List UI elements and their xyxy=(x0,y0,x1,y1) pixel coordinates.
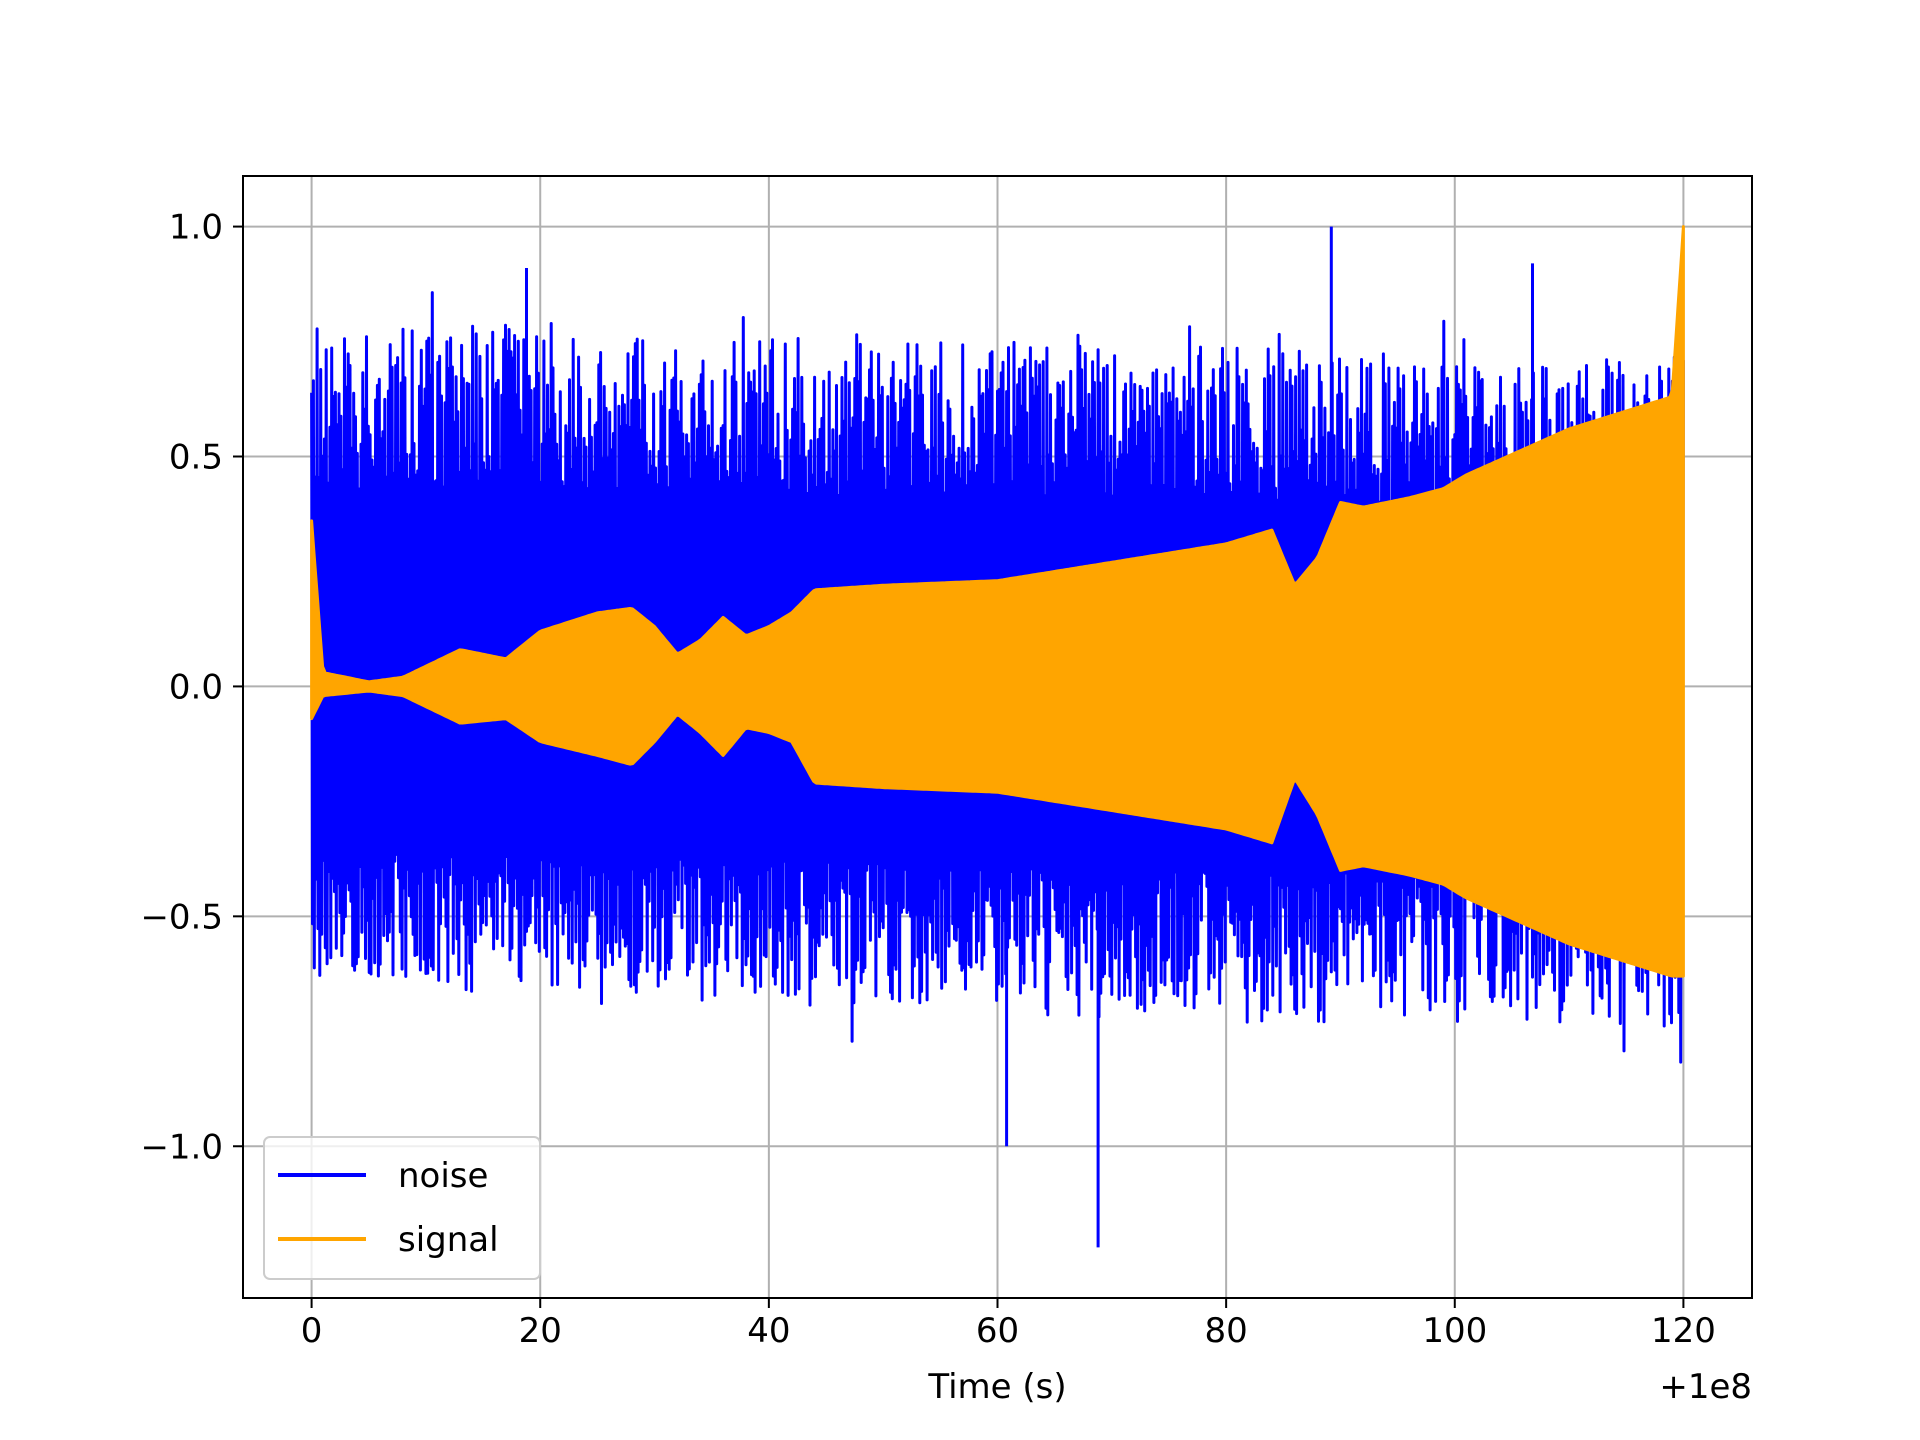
y-tick-label: −1.0 xyxy=(140,1127,223,1167)
x-tick-label: 0 xyxy=(301,1311,323,1351)
series-signal xyxy=(310,225,1685,978)
y-tick-label: 0.5 xyxy=(169,438,223,478)
legend-entry-signal: signal xyxy=(398,1220,499,1260)
x-tick-label: 80 xyxy=(1205,1311,1248,1351)
legend: noise signal xyxy=(263,1136,541,1280)
x-axis-offset-label: +1e8 xyxy=(1659,1367,1752,1407)
axis-ticks: 0 20 40 60 80 100 120 −1.0 −0.5 0.0 0.5 1.0 xyxy=(140,208,1715,1351)
y-tick-label: 1.0 xyxy=(169,208,223,248)
series-noise xyxy=(310,226,1685,1248)
x-axis-label: Time (s) xyxy=(927,1367,1066,1407)
x-tick-label: 40 xyxy=(747,1311,790,1351)
legend-entry-noise: noise xyxy=(398,1156,488,1196)
x-tick-label: 100 xyxy=(1422,1311,1487,1351)
x-tick-label: 120 xyxy=(1651,1311,1716,1351)
y-tick-label: 0.0 xyxy=(169,667,223,707)
x-tick-label: 20 xyxy=(519,1311,562,1351)
plot-area xyxy=(310,225,1685,1248)
y-tick-label: −0.5 xyxy=(140,897,223,937)
x-tick-label: 60 xyxy=(976,1311,1019,1351)
legend-box xyxy=(263,1136,541,1280)
